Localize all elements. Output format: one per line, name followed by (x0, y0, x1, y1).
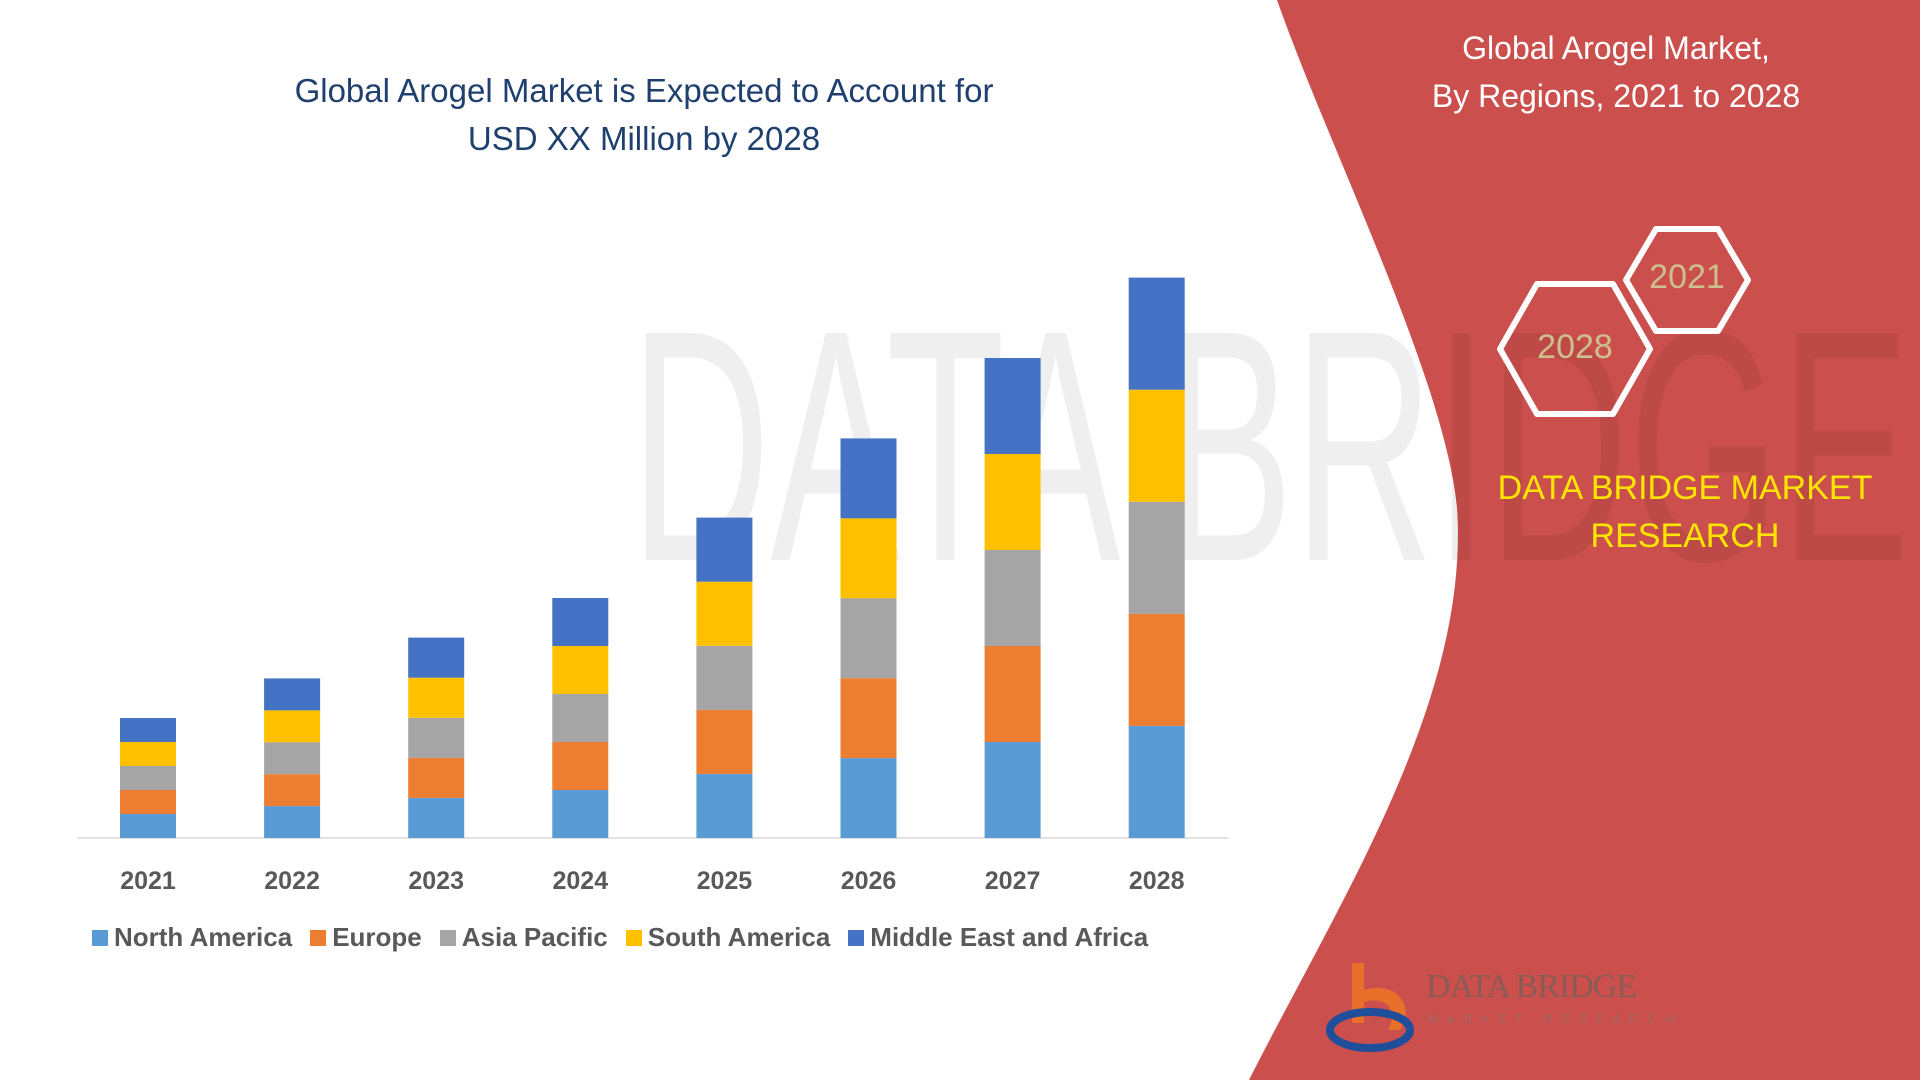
legend-item: Middle East and Africa (848, 922, 1148, 953)
x-tick-label: 2026 (841, 867, 897, 895)
bar-segment-2027-3 (984, 454, 1041, 550)
hex-label-2028: 2028 (1537, 328, 1613, 366)
brand-line-1: DATA BRIDGE MARKET (1497, 469, 1873, 507)
bar-segment-2028-1 (1128, 613, 1185, 726)
bar-segment-2022-0 (264, 806, 321, 838)
chart-title: Global Arogel Market is Expected to Acco… (244, 67, 1044, 163)
bar-segment-2023-1 (408, 757, 465, 798)
bar-segment-2024-4 (552, 598, 609, 646)
bar-segment-2023-0 (408, 797, 465, 838)
legend-item: Asia Pacific (439, 922, 608, 953)
hex-label-2021: 2021 (1649, 258, 1725, 296)
red-side-panel (1249, 0, 1920, 1080)
bar-segment-2021-1 (120, 790, 176, 814)
bar-segment-2026-4 (840, 438, 897, 519)
bar-segment-2024-1 (552, 742, 609, 790)
bar-segment-2028-0 (1128, 725, 1185, 838)
logo-icon (1326, 963, 1414, 1052)
legend-swatch (92, 929, 108, 946)
bar-segment-2021-4 (120, 718, 176, 742)
legend-item: North America (92, 922, 292, 953)
legend-label: Asia Pacific (461, 922, 608, 952)
bar-segment-2021-3 (120, 742, 176, 766)
legend-label: Middle East and Africa (870, 922, 1149, 952)
bar-segment-2022-2 (264, 742, 321, 775)
bar-segment-2028-3 (1128, 389, 1185, 502)
bar-segment-2027-0 (984, 742, 1041, 838)
chart-title-line-1: Global Arogel Market is Expected to Acco… (294, 72, 994, 109)
bar-segment-2024-0 (552, 790, 609, 838)
brand-text: DATA BRIDGE MARKET RESEARCH (1470, 464, 1900, 560)
x-tick-label: 2021 (120, 867, 176, 895)
bar-segment-2022-4 (264, 678, 321, 711)
bar-segment-2025-2 (696, 645, 753, 710)
brand-line-2: RESEARCH (1590, 517, 1780, 555)
chart-title-line-2: USD XX Million by 2028 (467, 120, 821, 157)
legend-swatch (310, 929, 327, 946)
bar-segment-2026-1 (840, 678, 897, 759)
side-title-line-2: By Regions, 2021 to 2028 (1431, 78, 1801, 114)
bar-segment-2025-3 (696, 581, 753, 646)
bar-segment-2023-2 (408, 717, 465, 758)
bar-segment-2028-2 (1128, 501, 1185, 614)
bar-segment-2022-1 (264, 774, 321, 807)
x-tick-label: 2028 (1129, 867, 1185, 895)
bar-segment-2023-3 (408, 677, 465, 718)
x-tick-label: 2024 (552, 867, 608, 895)
side-title-line-1: Global Arogel Market, (1462, 30, 1770, 66)
bar-segment-2024-2 (552, 694, 609, 742)
logo-name: DATA BRIDGE (1426, 968, 1637, 1005)
hexagon-2021 (1623, 226, 1751, 334)
legend-label: South America (647, 922, 831, 952)
hexagon-2028 (1497, 281, 1653, 417)
side-panel-title: Global Arogel Market, By Regions, 2021 t… (1380, 24, 1852, 120)
legend-label: North America (114, 922, 293, 952)
legend-item: Europe (310, 922, 422, 953)
x-tick-label: 2022 (264, 867, 320, 895)
bar-segment-2021-0 (120, 814, 176, 838)
bar-segment-2025-0 (696, 773, 753, 838)
bar-segment-2023-4 (408, 637, 465, 678)
legend-swatch (625, 929, 642, 946)
bar-segment-2021-2 (120, 766, 176, 790)
x-tick-label: 2025 (697, 867, 753, 895)
bar-segment-2027-1 (984, 646, 1041, 742)
legend-swatch (848, 929, 865, 946)
legend-label: Europe (332, 922, 422, 952)
logo-tagline: MARKET RESEARCH (1428, 1012, 1683, 1026)
bar-segment-2025-1 (696, 709, 753, 774)
bar-segment-2025-4 (696, 517, 753, 582)
bar-segment-2027-2 (984, 550, 1041, 646)
x-tick-label: 2027 (985, 867, 1041, 895)
svg-text:DATA BRIDGE: DATA BRIDGE (630, 261, 1910, 630)
chart-legend: North America Europe Asia Pacific South Ame… (92, 922, 1148, 953)
legend-item: South America (625, 922, 831, 953)
bar-segment-2027-4 (984, 358, 1041, 454)
watermark: DATA BRIDGE (630, 261, 1910, 630)
bar-segment-2026-0 (840, 758, 897, 838)
bar-segment-2026-3 (840, 518, 897, 599)
x-tick-label: 2023 (408, 867, 464, 895)
bar-segment-2024-3 (552, 646, 609, 694)
bar-segment-2022-3 (264, 710, 321, 743)
bar-segment-2028-4 (1128, 277, 1185, 390)
bar-segment-2026-2 (840, 598, 897, 679)
legend-swatch (439, 929, 456, 946)
